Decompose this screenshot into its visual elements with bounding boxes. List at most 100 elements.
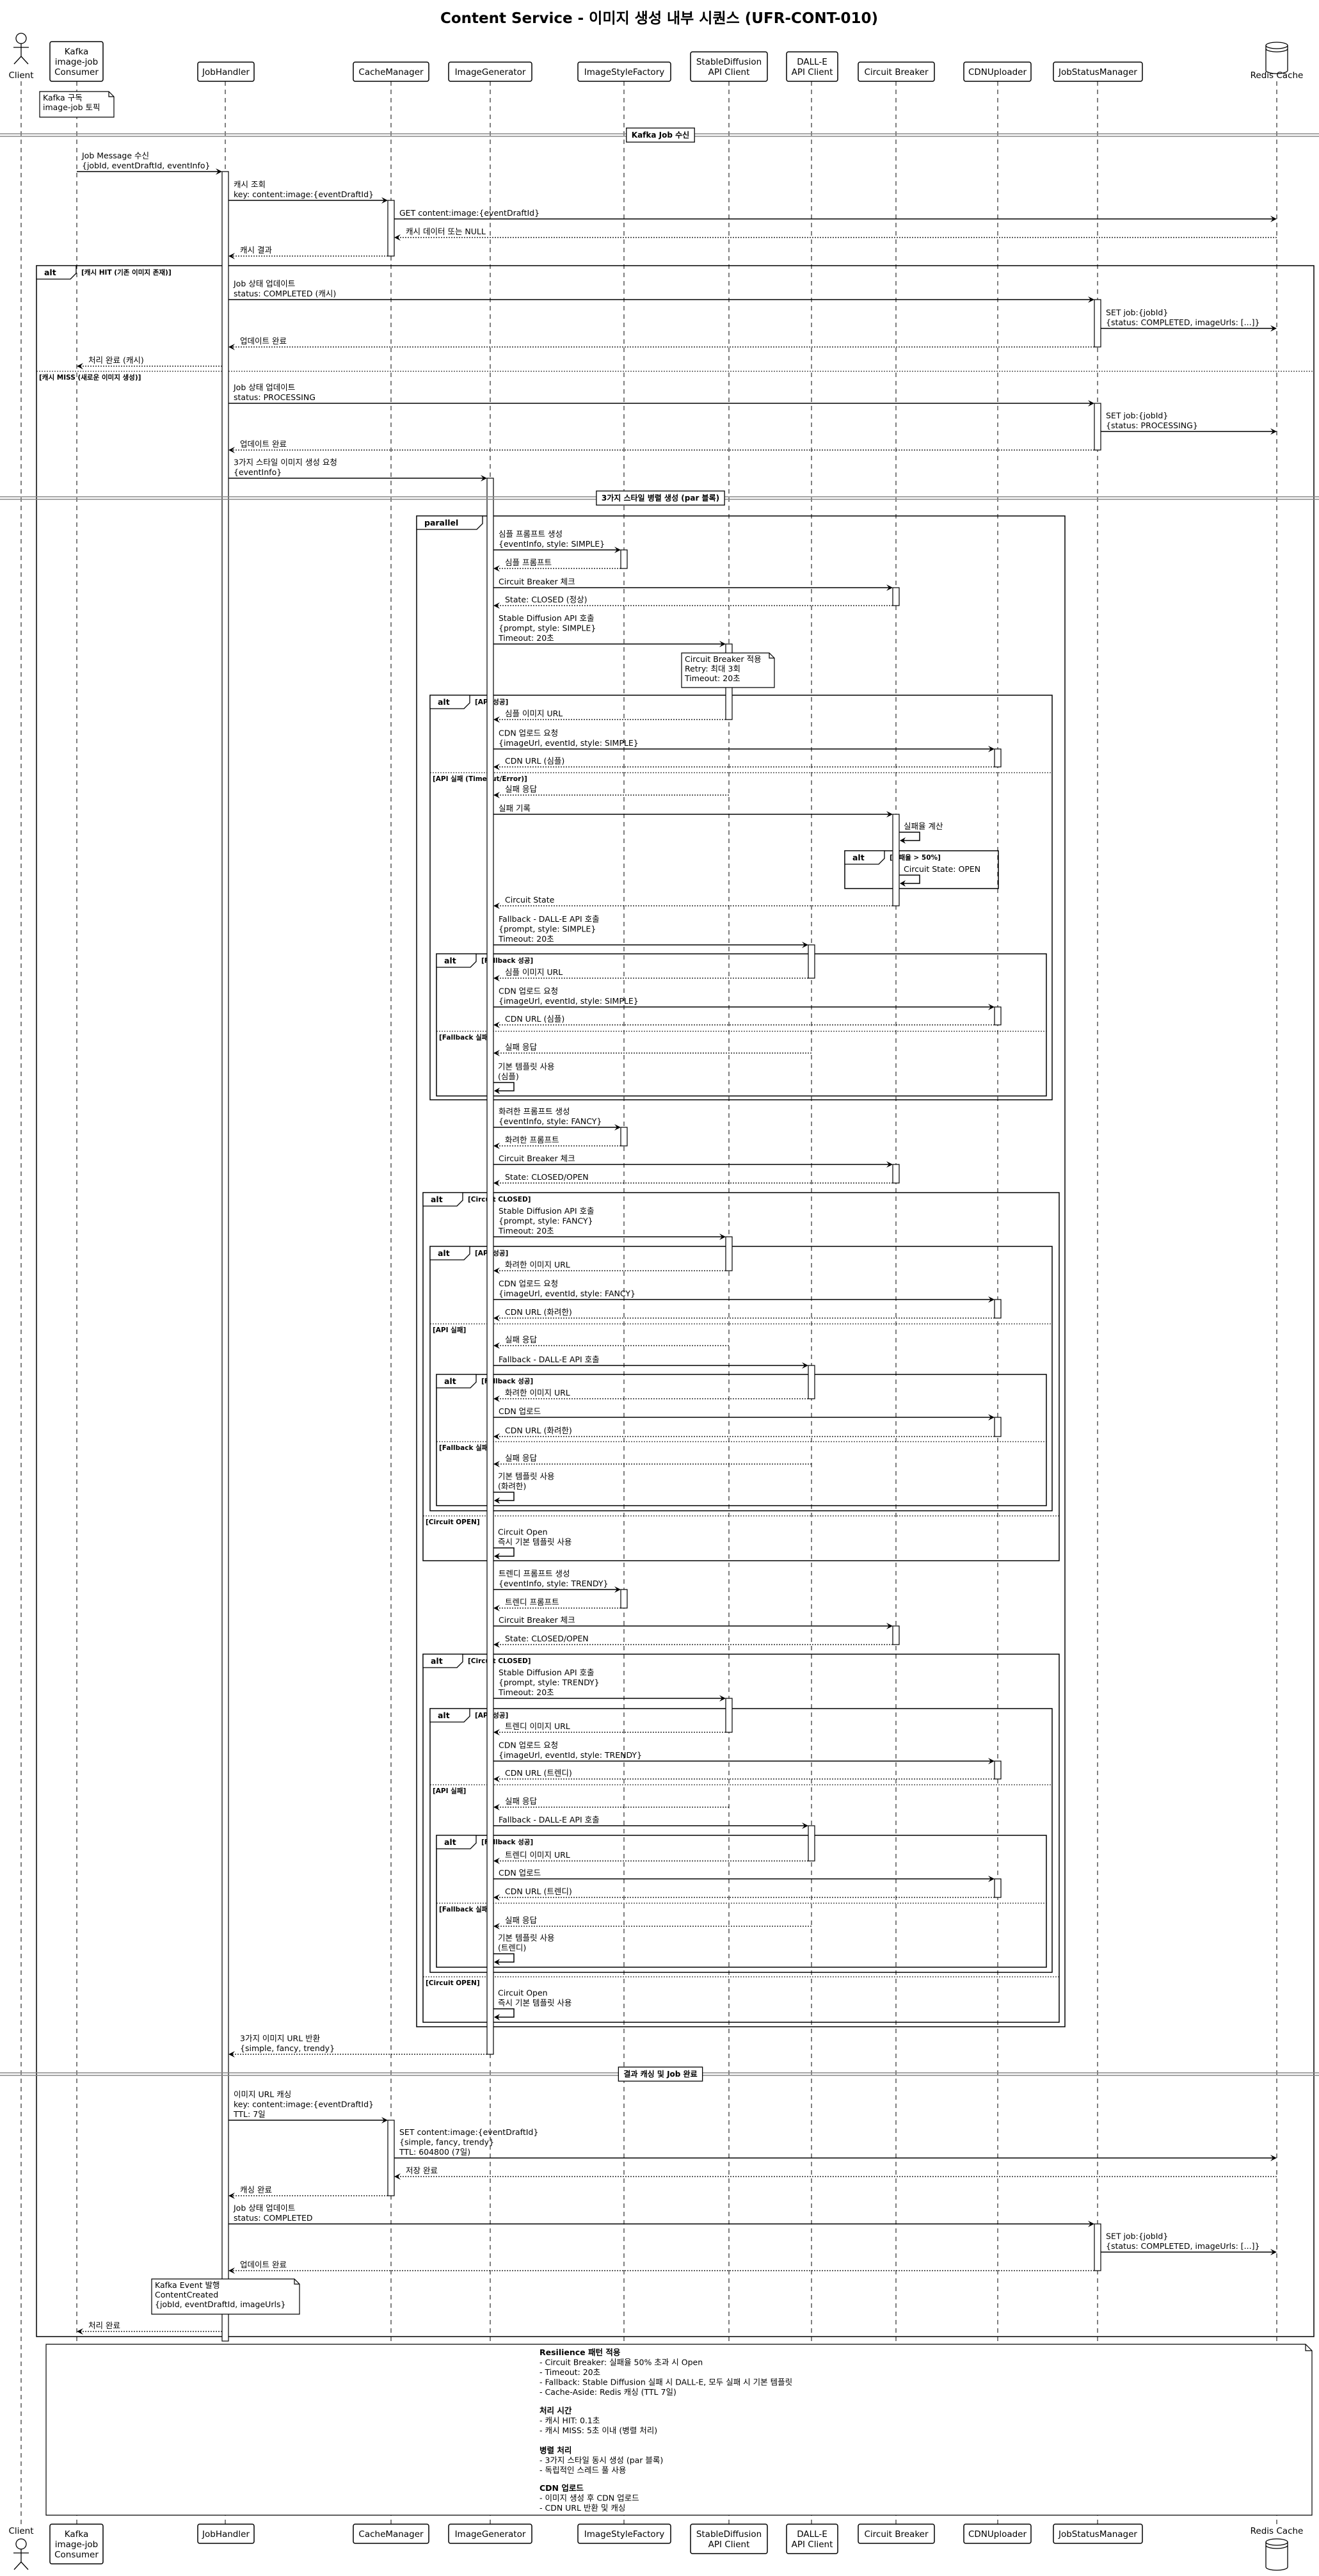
actor-body <box>13 44 29 65</box>
arrowhead <box>493 1268 500 1274</box>
message-label: 즉시 기본 템플릿 사용 <box>498 1537 572 1547</box>
message-label: 기본 템플릿 사용 <box>498 1472 554 1481</box>
message-label: {jobId, eventDraftId, eventInfo} <box>82 161 210 170</box>
frame-tab <box>416 515 483 530</box>
frame-alt: alt [실패율 > 50%] <box>844 850 999 889</box>
arrowhead <box>494 1088 500 1094</box>
message-label: (트렌디) <box>498 1943 526 1952</box>
return-message: 캐시 결과 <box>228 245 388 259</box>
message-label: State: CLOSED/OPEN <box>505 1172 589 1182</box>
arrowhead <box>228 2267 235 2274</box>
frame-tab <box>436 1374 477 1389</box>
participant-box <box>963 2524 1032 2544</box>
participant-label: Consumer <box>54 2550 99 2560</box>
message-label: SET job:{jobId} <box>1106 411 1168 421</box>
self-message-arrow <box>493 2008 515 2018</box>
activation-bar-cb <box>892 1625 900 1645</box>
message-label: SET job:{jobId} <box>1106 308 1168 318</box>
summary-item: - Cache-Aside: Redis 캐싱 (TTL 7일) <box>540 2387 676 2397</box>
arrowhead <box>802 1823 808 1829</box>
participant-jsm-bottom: JobStatusManager <box>1053 2524 1143 2544</box>
return-message: 화려한 이미지 URL <box>493 1388 808 1402</box>
message-label: 업데이트 완료 <box>240 336 287 346</box>
message-label: CDN 업로드 <box>499 1406 541 1416</box>
participant-label: ImageStyleFactory <box>584 67 665 77</box>
return-message: 실패 응답 <box>493 1042 811 1056</box>
participant-client-top: Client <box>8 33 34 81</box>
message-label: 업데이트 완료 <box>240 439 287 449</box>
participant-cm-bottom: CacheManager <box>353 2524 429 2544</box>
arrowhead <box>228 2193 235 2199</box>
message: Circuit Breaker 체크 <box>493 1615 893 1629</box>
message-label: {imageUrl, eventId, style: SIMPLE} <box>499 996 639 1006</box>
frame-border <box>422 1192 1060 1561</box>
message-label: 화려한 이미지 URL <box>505 1260 570 1269</box>
message-label: TTL: 604800 (7일) <box>399 2147 470 2157</box>
frame-tab <box>429 1246 470 1260</box>
participant-box <box>49 41 104 82</box>
arrowhead <box>381 2117 388 2123</box>
section-divider: 결과 캐싱 및 Job 완료 <box>0 2066 1319 2082</box>
message-label: {status: PROCESSING} <box>1106 421 1198 430</box>
message-label: Circuit Breaker 체크 <box>499 577 575 586</box>
frame-tab <box>429 695 470 709</box>
summary-heading: CDN 업로드 <box>540 2483 584 2493</box>
arrowhead <box>900 837 906 844</box>
return-message: State: CLOSED (정상) <box>493 595 893 609</box>
activation-bar-isf <box>620 1127 628 1147</box>
participant-label: API Client <box>792 67 833 77</box>
participant-ig-bottom: ImageGenerator <box>448 2524 532 2544</box>
participant-box <box>690 2524 768 2554</box>
message: Stable Diffusion API 호출{prompt, style: F… <box>493 1206 726 1240</box>
participant-box <box>858 2524 935 2544</box>
return-message: 트렌디 프롬프트 <box>493 1597 621 1611</box>
activation-bar-cb <box>892 1164 900 1184</box>
arrowhead <box>493 792 500 798</box>
participant-label: ImageGenerator <box>455 67 526 77</box>
participant-box <box>786 51 838 82</box>
frame-type-label: alt <box>431 1195 443 1204</box>
frame-else-guard: [Fallback 실패] <box>439 1444 491 1452</box>
frame-guard: [Fallback 성공] <box>481 1377 533 1385</box>
return-message: 실패 응답 <box>493 1453 811 1467</box>
arrowhead <box>886 584 893 591</box>
arrowhead <box>493 1022 500 1028</box>
message-label: status: COMPLETED <box>234 2213 313 2223</box>
arrowhead <box>493 1050 500 1056</box>
message-label: State: CLOSED/OPEN <box>505 1634 589 1643</box>
participant-label: DALL-E <box>797 57 827 67</box>
frame-tab <box>429 1708 470 1723</box>
participant-label: CDNUploader <box>968 2529 1027 2540</box>
message-label: {status: COMPLETED, imageUrls: [...]} <box>1106 318 1259 327</box>
return-message: 화려한 프롬프트 <box>493 1135 621 1149</box>
arrowhead <box>1088 296 1094 303</box>
message-label: Circuit Breaker 체크 <box>499 1615 575 1625</box>
return-message: 심플 이미지 URL <box>493 709 726 723</box>
return-message: CDN URL (심플) <box>493 756 995 770</box>
message-label: {imageUrl, eventId, style: SIMPLE} <box>499 738 639 748</box>
activation-bar-dalle <box>808 1825 815 1862</box>
return-message: State: CLOSED/OPEN <box>493 1172 893 1186</box>
message: 실패율 계산 <box>899 821 943 844</box>
message-label: 업데이트 완료 <box>240 2260 287 2269</box>
divider-box <box>626 127 695 143</box>
arrowhead <box>493 565 500 572</box>
message-label: State: CLOSED (정상) <box>505 595 588 604</box>
self-message-arrow <box>493 1547 515 1557</box>
message-label: 처리 완료 <box>88 2321 120 2330</box>
participant-label: Circuit Breaker <box>864 2529 928 2540</box>
message-label: Fallback - DALL-E API 호출 <box>499 1355 600 1364</box>
activation-bar-cdn <box>994 748 1002 768</box>
participant-label: API Client <box>792 2540 833 2550</box>
message: 실패 기록 <box>493 803 893 817</box>
frame-else-guard: [API 실패] <box>433 1787 466 1795</box>
message-label: 실패 응답 <box>505 1335 537 1344</box>
message-label: 3가지 이미지 URL 반환 <box>240 2034 321 2043</box>
summary-heading: 병렬 처리 <box>540 2445 572 2455</box>
summary-item: - 캐시 MISS: 5초 이내 (병렬 처리) <box>540 2426 657 2435</box>
message-label: {eventInfo, style: FANCY} <box>499 1116 602 1126</box>
message: Fallback - DALL-E API 호출 <box>493 1815 808 1829</box>
